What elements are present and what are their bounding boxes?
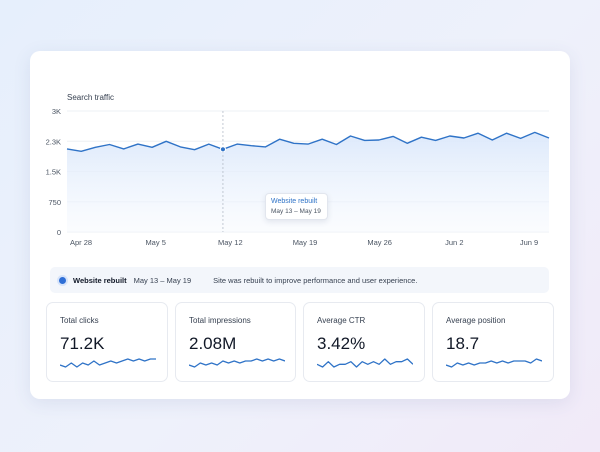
x-tick-label: May 5 xyxy=(145,238,165,247)
stat-card-total-impressions[interactable]: Total impressions 2.08M xyxy=(175,302,296,382)
sparkline-path xyxy=(317,358,413,368)
annotation-banner[interactable]: Website rebuilt May 13 – May 19 Site was… xyxy=(50,267,549,293)
stat-card-average-position[interactable]: Average position 18.7 xyxy=(432,302,554,382)
sparkline-path xyxy=(189,358,285,368)
stat-label: Average position xyxy=(446,316,506,325)
x-tick-label: May 19 xyxy=(293,238,318,247)
x-tick-label: Jun 2 xyxy=(445,238,463,247)
stat-card-average-ctr[interactable]: Average CTR 3.42% xyxy=(303,302,425,382)
sparkline-path xyxy=(446,358,542,368)
search-traffic-chart[interactable]: 3K 2.3K 1.5K 750 0 Apr 28 May 5 May 12 May 19 May… xyxy=(30,51,570,256)
y-tick-label: 3K xyxy=(52,107,61,116)
sparkline xyxy=(446,358,542,368)
stat-value: 2.08M xyxy=(189,334,237,353)
y-tick-label: 750 xyxy=(48,198,61,207)
tooltip-title: Website rebuilt xyxy=(271,198,318,205)
series-area xyxy=(67,132,549,232)
x-tick-label: May 12 xyxy=(218,238,243,247)
annotation-dot-icon xyxy=(59,276,66,284)
sparkline-path xyxy=(60,358,156,368)
stat-value: 3.42% xyxy=(317,334,366,353)
stat-label: Total clicks xyxy=(60,316,99,325)
stat-label: Average CTR xyxy=(317,316,366,325)
sparkline xyxy=(60,358,156,368)
sparkline xyxy=(317,358,413,368)
sparkline xyxy=(189,358,285,368)
y-tick-label: 2.3K xyxy=(46,137,61,146)
series-line xyxy=(66,131,550,152)
annotation-date-range: May 13 – May 19 xyxy=(133,275,192,285)
annotation-point[interactable] xyxy=(219,146,227,153)
stat-value: 71.2K xyxy=(60,334,105,353)
x-tick-label: Apr 28 xyxy=(70,238,92,247)
annotation-description: Site was rebuilt to improve performance … xyxy=(213,275,418,285)
annotation-tooltip: Website rebuilt May 13 – May 19 xyxy=(265,193,328,220)
tooltip-date-range: May 13 – May 19 xyxy=(271,208,321,215)
stat-value: 18.7 xyxy=(446,334,480,353)
chart-title: Search traffic xyxy=(67,93,114,102)
y-tick-label: 1.5K xyxy=(46,168,61,177)
stat-label: Total impressions xyxy=(189,316,251,325)
y-tick-label: 0 xyxy=(57,228,61,237)
x-tick-label: Jun 9 xyxy=(520,238,538,247)
annotation-title: Website rebuilt xyxy=(73,275,127,285)
x-tick-label: May 26 xyxy=(367,238,392,247)
stat-card-total-clicks[interactable]: Total clicks 71.2K xyxy=(46,302,168,382)
search-performance-card: Search traffic 3K 2.3K 1.5K 750 0 Apr 28 May 5… xyxy=(30,51,570,399)
